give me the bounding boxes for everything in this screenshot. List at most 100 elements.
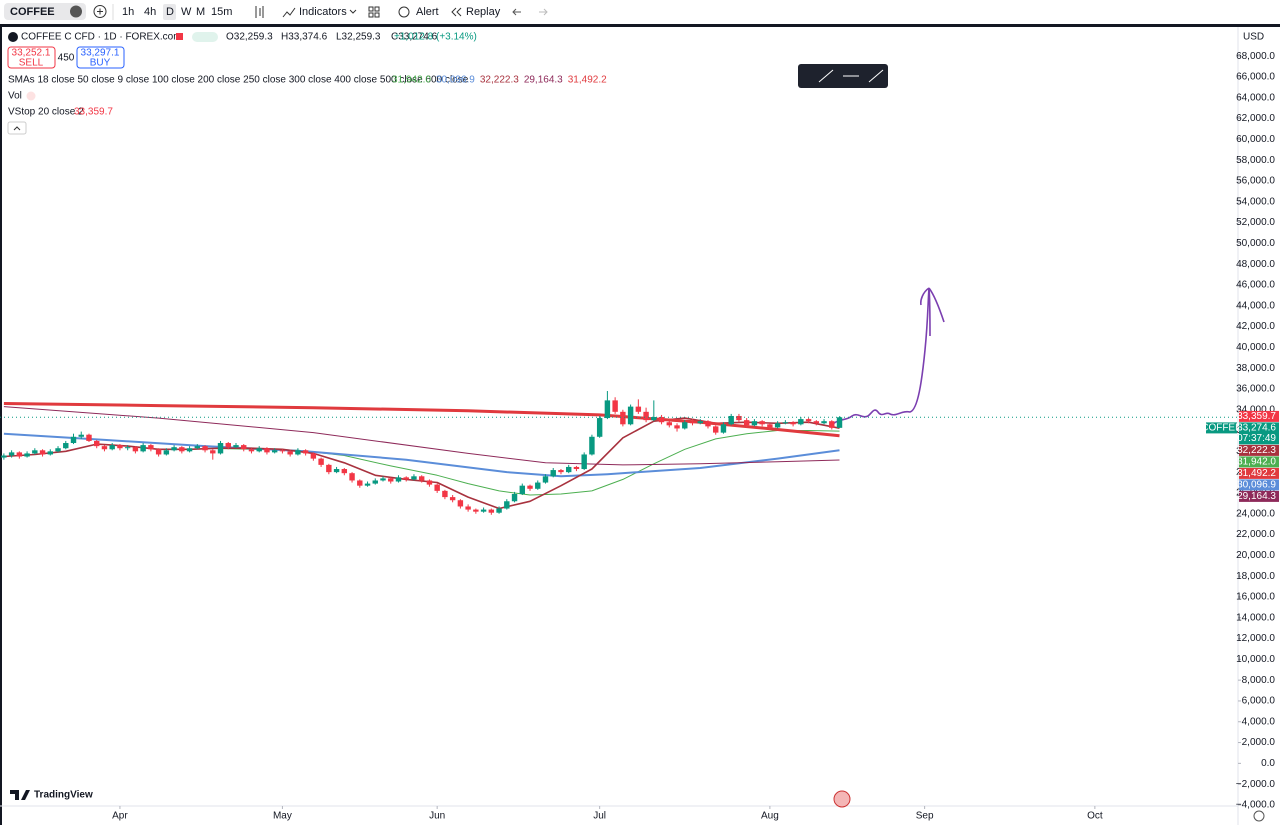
- y-tick-label: 50,000.0: [1236, 238, 1275, 249]
- collapse-icon: [13, 126, 21, 131]
- candle-body: [535, 482, 541, 489]
- sma-value: 32,222.3: [480, 75, 519, 86]
- undo-icon[interactable]: [512, 8, 521, 16]
- interval-button[interactable]: M: [196, 6, 205, 18]
- brand-logo: [10, 790, 30, 800]
- price-label-box: [1239, 422, 1279, 445]
- legend-close: C33,274.6: [391, 32, 438, 43]
- interval-button[interactable]: 4h: [144, 6, 156, 18]
- candle-body: [271, 450, 278, 453]
- y-tick-label: 54,000.0: [1236, 196, 1275, 207]
- layout-icon: [368, 12, 374, 18]
- candle-body: [217, 443, 224, 454]
- y-tick-label: 66,000.0: [1236, 72, 1275, 83]
- candle-body: [333, 469, 340, 473]
- candle-body: [612, 400, 618, 412]
- symbol-box[interactable]: [4, 3, 86, 20]
- symbol[interactable]: COFFEE: [10, 6, 55, 18]
- sell-price[interactable]: 33,252.1: [12, 48, 51, 59]
- settings-icon[interactable]: [1253, 810, 1265, 822]
- candle-body: [496, 508, 502, 513]
- candle-body: [426, 480, 433, 485]
- sell-button[interactable]: [7, 46, 56, 69]
- add-symbol[interactable]: [93, 5, 107, 18]
- price-label: 31,942.0: [1237, 457, 1276, 468]
- line-tools[interactable]: [818, 69, 884, 83]
- candle-body: [488, 509, 495, 513]
- candle-body: [836, 417, 843, 428]
- alert-button[interactable]: Alert: [416, 6, 439, 18]
- legend-open: O32,259.3: [226, 32, 273, 43]
- candle-body: [264, 448, 270, 453]
- legend-title: COFFEE C CFD · 1D · FOREX.com: [21, 32, 182, 43]
- dropdown-icon[interactable]: [349, 9, 357, 14]
- candle-body: [805, 419, 812, 422]
- price-label: 29,164.3: [1237, 491, 1276, 502]
- collapse-button[interactable]: [7, 121, 27, 135]
- candle-body: [16, 452, 23, 457]
- y-tick-label: 2,000.0: [1242, 737, 1276, 748]
- chart-type-icon[interactable]: [255, 6, 264, 18]
- vstop-legend: VStop 20 close 2: [8, 107, 84, 118]
- candle-body: [728, 415, 734, 425]
- x-tick-label: Oct: [1087, 811, 1103, 822]
- y-tick-label: 64,000.0: [1236, 92, 1275, 103]
- candle-body: [148, 445, 154, 450]
- interval-button[interactable]: 1h: [122, 6, 134, 18]
- price-label-box: [1239, 467, 1279, 479]
- y-tick-label: 40,000.0: [1236, 342, 1275, 353]
- candle-body: [109, 445, 115, 450]
- sma-value: 31,942.0: [392, 75, 431, 86]
- candle-body: [395, 477, 402, 482]
- candle-body: [689, 422, 696, 424]
- x-tick-label: Jun: [429, 811, 445, 822]
- interval-button[interactable]: 15m: [211, 6, 232, 18]
- candle-body: [705, 421, 711, 427]
- candle-body: [94, 440, 100, 447]
- event-icon[interactable]: [833, 790, 851, 808]
- candle-body: [751, 421, 758, 426]
- candle-body: [171, 447, 177, 451]
- candle-body: [519, 485, 525, 494]
- candle-body: [163, 450, 170, 455]
- y-tick-label: −4,000.0: [1236, 800, 1276, 811]
- status-pill: [192, 32, 218, 42]
- y-tick-label: 18,000.0: [1236, 571, 1275, 582]
- price-label-box: [1239, 410, 1279, 422]
- candle-body: [821, 421, 827, 424]
- indicators-button[interactable]: Indicators: [299, 6, 347, 18]
- candle-body: [666, 422, 673, 426]
- candle-body: [674, 425, 680, 429]
- layout-icon: [374, 6, 380, 12]
- price-label: 30,096.9: [1237, 480, 1276, 491]
- candle-body: [318, 458, 324, 465]
- interval-button[interactable]: D: [166, 6, 174, 18]
- vol-legend: Vol: [8, 91, 22, 102]
- candle-body: [233, 445, 239, 448]
- candle-body: [241, 445, 247, 450]
- y-tick-label: 38,000.0: [1236, 363, 1275, 374]
- buy-button[interactable]: [76, 46, 125, 69]
- interval-button[interactable]: W: [181, 6, 192, 18]
- alert-icon: [398, 6, 410, 18]
- sell-label[interactable]: SELL: [19, 58, 44, 69]
- candle-body: [225, 443, 231, 448]
- sma-line: [3, 432, 840, 478]
- price-label-box: [1239, 479, 1279, 491]
- replay-button[interactable]: Replay: [466, 6, 501, 18]
- buy-price[interactable]: 33,297.1: [81, 48, 120, 59]
- x-tick-label: Aug: [761, 811, 779, 822]
- redo-icon[interactable]: [539, 8, 548, 16]
- buy-label[interactable]: BUY: [90, 58, 111, 69]
- y-tick-label: 68,000.0: [1236, 51, 1275, 62]
- price-label-box: [1239, 444, 1279, 456]
- symbol-tag-box: [1206, 422, 1237, 434]
- layout-icon[interactable]: [368, 6, 374, 12]
- candle-body: [449, 497, 456, 501]
- candle-body: [442, 490, 448, 498]
- candle-body: [55, 448, 61, 452]
- candle-body: [658, 417, 665, 423]
- candle-body: [8, 452, 15, 456]
- y-tick-label: −2,000.0: [1236, 779, 1276, 790]
